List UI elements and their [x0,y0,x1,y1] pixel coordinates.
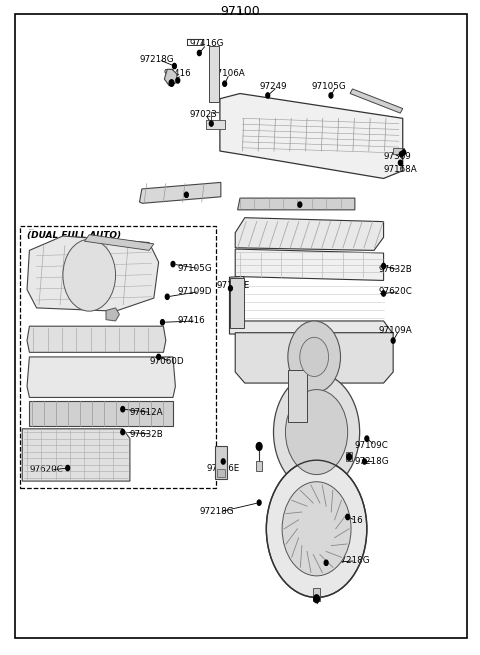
Text: 97109A: 97109A [379,326,412,335]
Circle shape [121,407,125,412]
Circle shape [171,261,175,267]
Circle shape [314,595,320,603]
Text: 97218G: 97218G [140,55,174,64]
Circle shape [172,64,176,69]
Circle shape [382,291,385,296]
Bar [215,447,227,479]
Circle shape [223,81,227,86]
Circle shape [298,202,302,207]
Circle shape [176,78,180,83]
Bar [393,149,404,154]
Text: 97060E: 97060E [144,191,178,199]
Bar [256,462,262,472]
Text: 97105G: 97105G [312,83,347,92]
Circle shape [329,93,333,98]
Circle shape [160,320,164,325]
Bar [205,121,225,130]
Text: 97109D: 97109D [178,287,212,296]
Circle shape [266,93,270,98]
Circle shape [121,430,125,435]
Circle shape [282,481,351,576]
Text: 97620C: 97620C [379,287,413,296]
Circle shape [228,286,232,291]
Text: 97116: 97116 [336,516,363,525]
Text: 97249: 97249 [259,83,287,92]
Polygon shape [27,326,166,352]
Circle shape [197,50,201,56]
Circle shape [221,459,225,464]
Text: 97620C: 97620C [29,466,63,474]
Text: 97168A: 97168A [384,165,417,174]
Text: 97416: 97416 [178,316,205,326]
Bar [20,226,216,487]
Text: 97100: 97100 [220,5,260,18]
Polygon shape [27,236,158,311]
Text: 97060D: 97060D [288,200,323,209]
Circle shape [169,80,174,86]
Polygon shape [235,249,384,280]
Polygon shape [84,234,154,250]
Text: 97176E: 97176E [206,464,240,472]
Text: 97109C: 97109C [355,441,389,449]
Circle shape [256,443,262,451]
Circle shape [324,560,328,565]
Circle shape [300,337,328,377]
Bar [313,588,320,601]
Text: 97416: 97416 [163,69,191,79]
Bar [209,47,219,102]
Bar [346,452,352,461]
Polygon shape [350,89,403,113]
Polygon shape [22,429,130,481]
Circle shape [398,160,402,166]
Polygon shape [235,217,384,250]
Circle shape [286,390,348,475]
Circle shape [266,460,367,597]
Text: 97105G: 97105G [28,229,34,230]
Text: 97106A: 97106A [211,69,245,79]
Text: 97416G: 97416G [190,39,224,48]
Text: 97218G: 97218G [199,508,234,516]
Bar [288,370,307,422]
Circle shape [382,263,385,269]
Circle shape [257,500,261,505]
Text: 97060D: 97060D [149,357,184,366]
Text: 97632B: 97632B [130,430,164,439]
Circle shape [63,239,116,311]
Circle shape [274,373,360,491]
Circle shape [399,152,403,157]
Text: 97218G: 97218G [336,556,370,565]
Text: 97632B: 97632B [379,265,412,274]
Polygon shape [140,182,221,203]
Polygon shape [106,308,120,321]
Polygon shape [27,357,175,398]
Polygon shape [230,278,244,328]
Text: (DUAL FULL AUTO): (DUAL FULL AUTO) [27,231,121,240]
Polygon shape [238,198,355,210]
Circle shape [347,454,351,460]
Text: 97108E: 97108E [216,280,250,290]
Text: 97105G: 97105G [178,264,213,273]
Circle shape [288,321,340,393]
Bar [217,469,225,477]
Circle shape [362,459,366,464]
Circle shape [402,150,406,155]
Polygon shape [164,69,177,86]
Circle shape [157,354,160,360]
Polygon shape [220,94,403,178]
Text: 97023: 97023 [190,110,217,119]
Circle shape [346,514,349,519]
Circle shape [391,338,395,343]
Text: 97218G: 97218G [355,457,389,466]
Polygon shape [235,333,393,383]
Circle shape [184,192,188,197]
Polygon shape [29,401,173,426]
Circle shape [165,294,169,299]
Polygon shape [229,276,393,334]
Circle shape [365,436,369,441]
Circle shape [66,466,70,471]
Text: 97369: 97369 [384,152,411,160]
Circle shape [209,121,213,126]
Text: 97612A: 97612A [130,408,164,417]
